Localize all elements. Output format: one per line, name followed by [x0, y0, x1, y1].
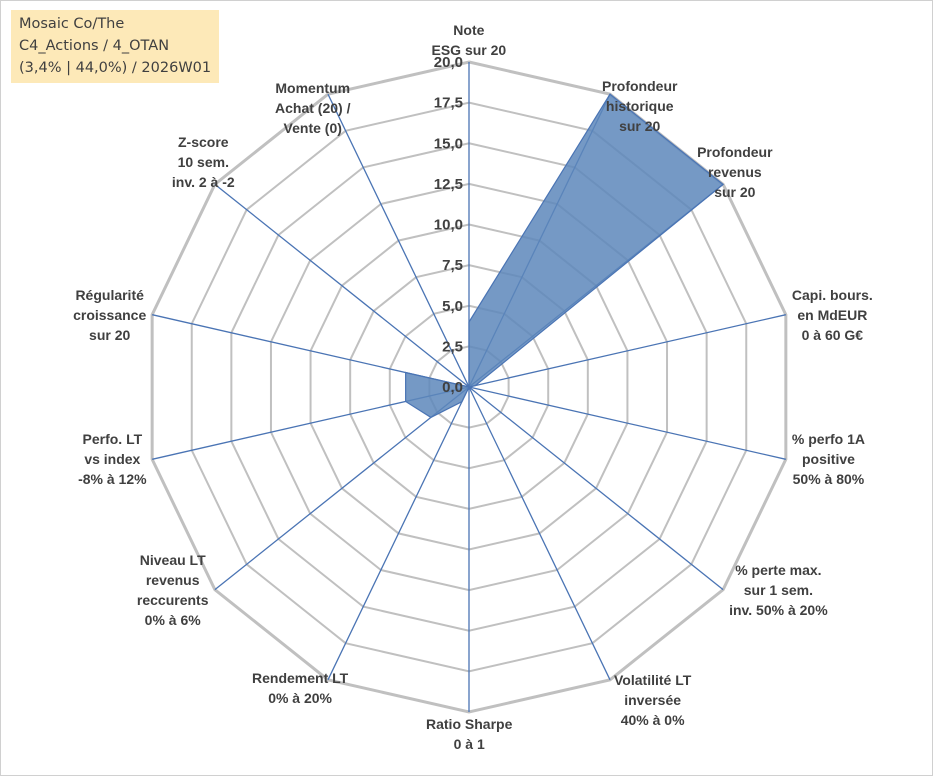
tick-label: 7,5	[442, 257, 463, 274]
axis-label-line: 0 à 1	[453, 736, 485, 752]
axis-label-line: inv. 50% à 20%	[729, 601, 828, 618]
axis-spoke	[327, 386, 470, 681]
axis-label-line: historique	[605, 98, 674, 115]
axis-label-line: sur 20	[89, 326, 131, 343]
chart-title-box: Mosaic Co/The C4_Actions / 4_OTAN (3,4% …	[11, 10, 220, 83]
axis-label: Momentum Achat (20) / Vente (0)	[275, 78, 350, 138]
axis-label-line: % perte max.	[735, 561, 822, 578]
axis-spoke	[468, 386, 724, 591]
axis-label-line: revenus	[145, 571, 200, 588]
tick-label: 15,0	[434, 135, 463, 152]
chart-title-line-1: Mosaic Co/The	[19, 16, 125, 32]
tick-label: 20,0	[434, 54, 463, 71]
axis-spoke	[327, 93, 470, 388]
axis-spoke	[468, 386, 786, 460]
axis-spoke	[214, 386, 470, 591]
axis-label-line: sur 20	[619, 118, 661, 135]
axis-label: Perfo. LT vs index -8% à 12%	[78, 429, 146, 489]
axis-label-line: 0% à 20%	[268, 689, 333, 706]
axis-label: Niveau LT revenus reccurents 0% à 6%	[137, 550, 209, 630]
axis-label: % perfo 1A positive 50% à 80%	[792, 429, 865, 489]
tick-label: 0,0	[442, 379, 463, 396]
tick-label: 2,5	[442, 338, 463, 355]
axis-label-line: Capi. bours.	[791, 286, 873, 303]
axis-label-line: Achat (20) /	[275, 100, 351, 117]
axis-label-line: vs index	[84, 451, 141, 468]
chart-title-line-2: C4_Actions / 4_OTAN	[19, 38, 170, 54]
axis-label-line: 0 à 60 G€	[801, 326, 864, 343]
axis-label-line: Note	[453, 22, 485, 38]
axis-label-line: Momentum	[275, 80, 351, 97]
axis-label-line: positive	[802, 451, 855, 468]
axis-label-line: sur 20	[714, 184, 756, 201]
chart-title-line-3: (3,4% | 44,0%) / 2026W01	[19, 60, 212, 76]
axis-label-line: Rendement LT	[252, 669, 349, 686]
axis-label-line: inv. 2 à -2	[171, 174, 235, 191]
axis-label-line: en MdEUR	[797, 306, 868, 323]
axis-label-line: -8% à 12%	[78, 471, 147, 488]
axis-label-line: reccurents	[136, 591, 209, 608]
tick-label: 10,0	[434, 217, 463, 234]
axis-label-line: 10 sem.	[177, 154, 229, 171]
axis-label: Profondeur revenus sur 20	[697, 142, 772, 202]
axis-label-line: 0% à 6%	[144, 611, 201, 628]
axis-spoke	[214, 183, 470, 388]
axis-label: % perte max. sur 1 sem. inv. 50% à 20%	[729, 560, 828, 620]
axis-label-line: sur 1 sem.	[743, 581, 814, 598]
axis-label-line: Profondeur	[697, 144, 773, 161]
series-layer	[405, 93, 725, 419]
axis-label-line: Régularité	[75, 286, 144, 303]
axis-label-line: Z-score	[177, 134, 229, 151]
axis-label: Volatilité LT inversée 40% à 0%	[614, 670, 691, 730]
tick-label: 12,5	[434, 176, 463, 193]
axis-label-line: Vente (0)	[283, 120, 342, 137]
axis-label: Régularité croissance sur 20	[73, 285, 146, 345]
axis-label-line: Perfo. LT	[82, 431, 143, 448]
axis-label: Ratio Sharpe 0 à 1	[426, 714, 512, 754]
axis-label: Note ESG sur 20	[432, 20, 507, 60]
axis-label-line: Niveau LT	[139, 551, 206, 568]
axis-label-line: % perfo 1A	[791, 431, 866, 448]
axis-label-line: inversée	[624, 691, 682, 708]
axis-spoke	[468, 314, 786, 388]
axis-label-line: revenus	[707, 164, 762, 181]
axis-label-line: ESG sur 20	[431, 42, 507, 58]
axis-label: Rendement LT 0% à 20%	[252, 668, 348, 708]
axis-label-line: Profondeur	[602, 78, 678, 95]
tick-layer: 0,0 2,5 5,0 7,5 10,0 12,5 15,0 17,5 20,0	[434, 54, 463, 396]
axis-label-line: Volatilité LT	[614, 671, 692, 688]
axis-label-line: croissance	[73, 306, 147, 323]
axis-label: Z-score 10 sem. inv. 2 à -2	[172, 132, 235, 192]
axis-label-line: 50% à 80%	[792, 471, 865, 488]
tick-label: 17,5	[434, 95, 463, 112]
tick-label: 5,0	[442, 298, 463, 315]
axis-label-line: 40% à 0%	[620, 711, 685, 728]
axis-label: Profondeur historique sur 20	[602, 76, 677, 136]
axis-spoke	[468, 386, 611, 681]
axis-label-line: Ratio Sharpe	[426, 716, 513, 732]
axis-label: Capi. bours. en MdEUR 0 à 60 G€	[792, 285, 873, 345]
